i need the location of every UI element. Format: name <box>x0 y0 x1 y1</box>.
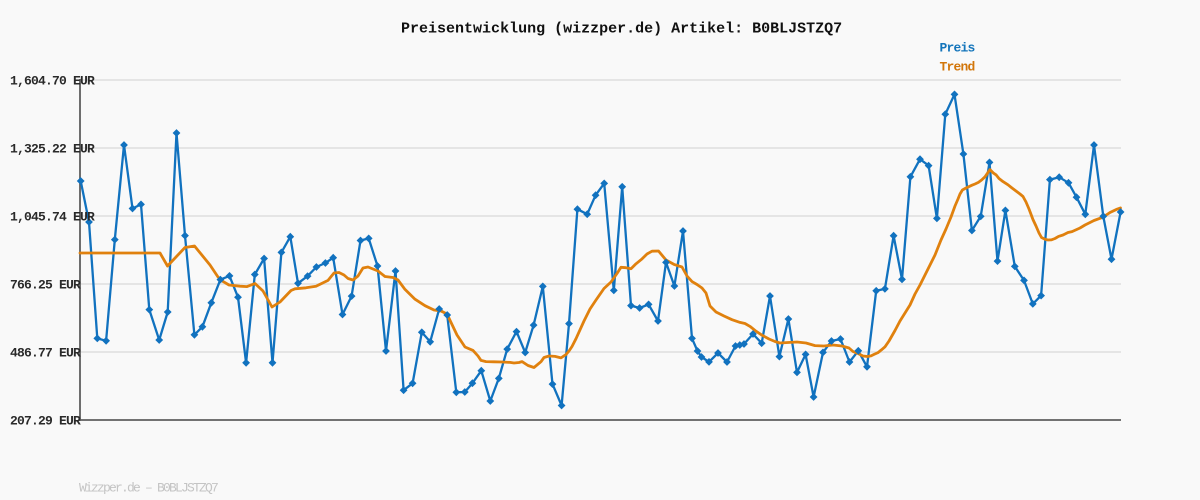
svg-text:207.29 EUR: 207.29 EUR <box>10 414 81 429</box>
svg-text:Wizzper.de – B0BLJSTZQ7: Wizzper.de – B0BLJSTZQ7 <box>79 480 218 495</box>
svg-text:Preis: Preis <box>940 41 976 56</box>
svg-text:486.77 EUR: 486.77 EUR <box>10 346 81 361</box>
svg-text:Preisentwicklung (wizzper.de): Preisentwicklung (wizzper.de) Artikel: B… <box>401 20 842 37</box>
svg-text:766.25 EUR: 766.25 EUR <box>10 278 81 293</box>
svg-text:Trend: Trend <box>940 60 975 75</box>
svg-text:1,045.74 EUR: 1,045.74 EUR <box>10 210 95 225</box>
svg-text:1,604.70 EUR: 1,604.70 EUR <box>10 74 95 89</box>
svg-text:1,325.22 EUR: 1,325.22 EUR <box>10 142 95 157</box>
